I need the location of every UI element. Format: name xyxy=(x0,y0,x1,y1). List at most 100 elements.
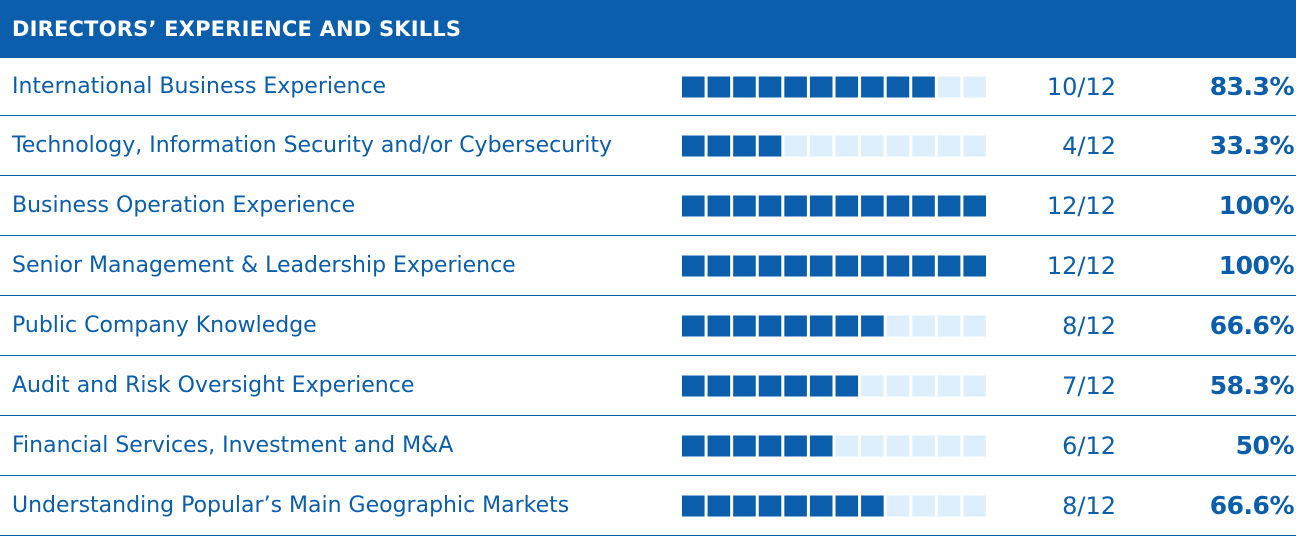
bar-segment-filled xyxy=(733,315,756,336)
bar-segment-filled xyxy=(861,255,884,276)
skill-bar xyxy=(682,435,986,456)
table-row: Public Company Knowledge 8/12 66.6% xyxy=(0,296,1296,356)
bar-segment-filled xyxy=(835,195,859,216)
bar-segment-empty xyxy=(937,135,961,156)
bar-segment-empty xyxy=(886,135,910,156)
bar-segment-filled xyxy=(784,255,807,276)
bar-segment-empty xyxy=(809,135,833,156)
bar-segment-empty xyxy=(886,375,910,396)
bar-segment-filled xyxy=(809,255,833,276)
bar-segment-empty xyxy=(912,135,935,156)
bar-segment-filled xyxy=(733,135,756,156)
bar-segment-empty xyxy=(937,435,961,456)
segmented-bar xyxy=(682,195,986,216)
bar-segment-filled xyxy=(809,435,833,456)
bar-segment-filled xyxy=(682,255,705,276)
skill-percent: 58.3% xyxy=(1209,371,1295,400)
skill-count: 6/12 xyxy=(1062,431,1116,460)
bar-segment-filled xyxy=(861,315,884,336)
bar-segment-empty xyxy=(861,135,884,156)
skill-label: Public Company Knowledge xyxy=(12,313,317,338)
bar-segment-filled xyxy=(758,135,782,156)
skill-count: 8/12 xyxy=(1062,311,1116,340)
bar-segment-filled xyxy=(912,195,935,216)
table-row: International Business Experience 10/12 … xyxy=(0,58,1296,116)
bar-segment-filled xyxy=(682,435,705,456)
bar-segment-empty xyxy=(912,375,935,396)
segmented-bar xyxy=(682,76,986,97)
bar-segment-empty xyxy=(937,495,961,516)
bar-segment-filled xyxy=(707,255,731,276)
bar-segment-empty xyxy=(886,435,910,456)
table-row: Understanding Popular’s Main Geographic … xyxy=(0,476,1296,536)
bar-segment-empty xyxy=(912,435,935,456)
bar-segment-filled xyxy=(809,375,833,396)
bar-segment-filled xyxy=(784,195,807,216)
bar-segment-empty xyxy=(861,375,884,396)
bar-segment-filled xyxy=(682,135,705,156)
bar-segment-filled xyxy=(835,315,859,336)
bar-segment-filled xyxy=(682,195,705,216)
bar-segment-empty xyxy=(861,435,884,456)
bar-segment-filled xyxy=(861,195,884,216)
bar-segment-empty xyxy=(912,495,935,516)
skills-table: International Business Experience 10/12 … xyxy=(0,58,1296,536)
bar-segment-filled xyxy=(963,255,986,276)
skill-percent: 100% xyxy=(1218,251,1295,280)
skill-percent: 33.3% xyxy=(1209,131,1295,160)
skill-bar xyxy=(682,76,986,97)
bar-segment-filled xyxy=(809,495,833,516)
skill-label: Understanding Popular’s Main Geographic … xyxy=(12,493,570,518)
bar-segment-filled xyxy=(835,495,859,516)
bar-segment-empty xyxy=(912,315,935,336)
skill-count: 8/12 xyxy=(1062,491,1116,520)
segmented-bar xyxy=(682,135,986,156)
bar-segment-empty xyxy=(937,375,961,396)
skill-label: Technology, Information Security and/or … xyxy=(12,133,612,158)
bar-segment-filled xyxy=(758,195,782,216)
bar-segment-filled xyxy=(707,315,731,336)
bar-segment-filled xyxy=(861,495,884,516)
bar-segment-empty xyxy=(937,76,961,97)
skill-percent: 83.3% xyxy=(1209,72,1295,101)
segmented-bar xyxy=(682,435,986,456)
table-row: Technology, Information Security and/or … xyxy=(0,116,1296,176)
skill-count: 12/12 xyxy=(1046,191,1116,220)
bar-segment-empty xyxy=(886,495,910,516)
skill-bar xyxy=(682,495,986,516)
bar-segment-empty xyxy=(886,315,910,336)
segmented-bar xyxy=(682,495,986,516)
bar-segment-filled xyxy=(707,135,731,156)
bar-segment-filled xyxy=(707,495,731,516)
bar-segment-filled xyxy=(707,375,731,396)
skill-label: International Business Experience xyxy=(12,74,387,99)
bar-segment-filled xyxy=(784,315,807,336)
bar-segment-filled xyxy=(682,495,705,516)
bar-segment-filled xyxy=(733,495,756,516)
bar-segment-filled xyxy=(886,195,910,216)
table-row: Audit and Risk Oversight Experience 7/12… xyxy=(0,356,1296,416)
bar-segment-filled xyxy=(682,375,705,396)
segmented-bar xyxy=(682,255,986,276)
bar-segment-filled xyxy=(835,76,859,97)
table-row: Business Operation Experience 12/12 100% xyxy=(0,176,1296,236)
bar-segment-filled xyxy=(835,375,859,396)
bar-segment-filled xyxy=(707,195,731,216)
bar-segment-empty xyxy=(963,76,986,97)
bar-segment-filled xyxy=(886,76,910,97)
bar-segment-filled xyxy=(758,315,782,336)
bar-segment-empty xyxy=(937,315,961,336)
table-row: Senior Management & Leadership Experienc… xyxy=(0,236,1296,296)
skill-bar xyxy=(682,315,986,336)
skill-count: 4/12 xyxy=(1062,131,1116,160)
table-row: Financial Services, Investment and M&A 6… xyxy=(0,416,1296,476)
bar-segment-empty xyxy=(963,435,986,456)
bar-segment-filled xyxy=(963,195,986,216)
bar-segment-filled xyxy=(937,195,961,216)
bar-segment-filled xyxy=(707,76,731,97)
bar-segment-filled xyxy=(886,255,910,276)
bar-segment-filled xyxy=(809,315,833,336)
skill-count: 7/12 xyxy=(1062,371,1116,400)
bar-segment-filled xyxy=(937,255,961,276)
skill-bar xyxy=(682,195,986,216)
